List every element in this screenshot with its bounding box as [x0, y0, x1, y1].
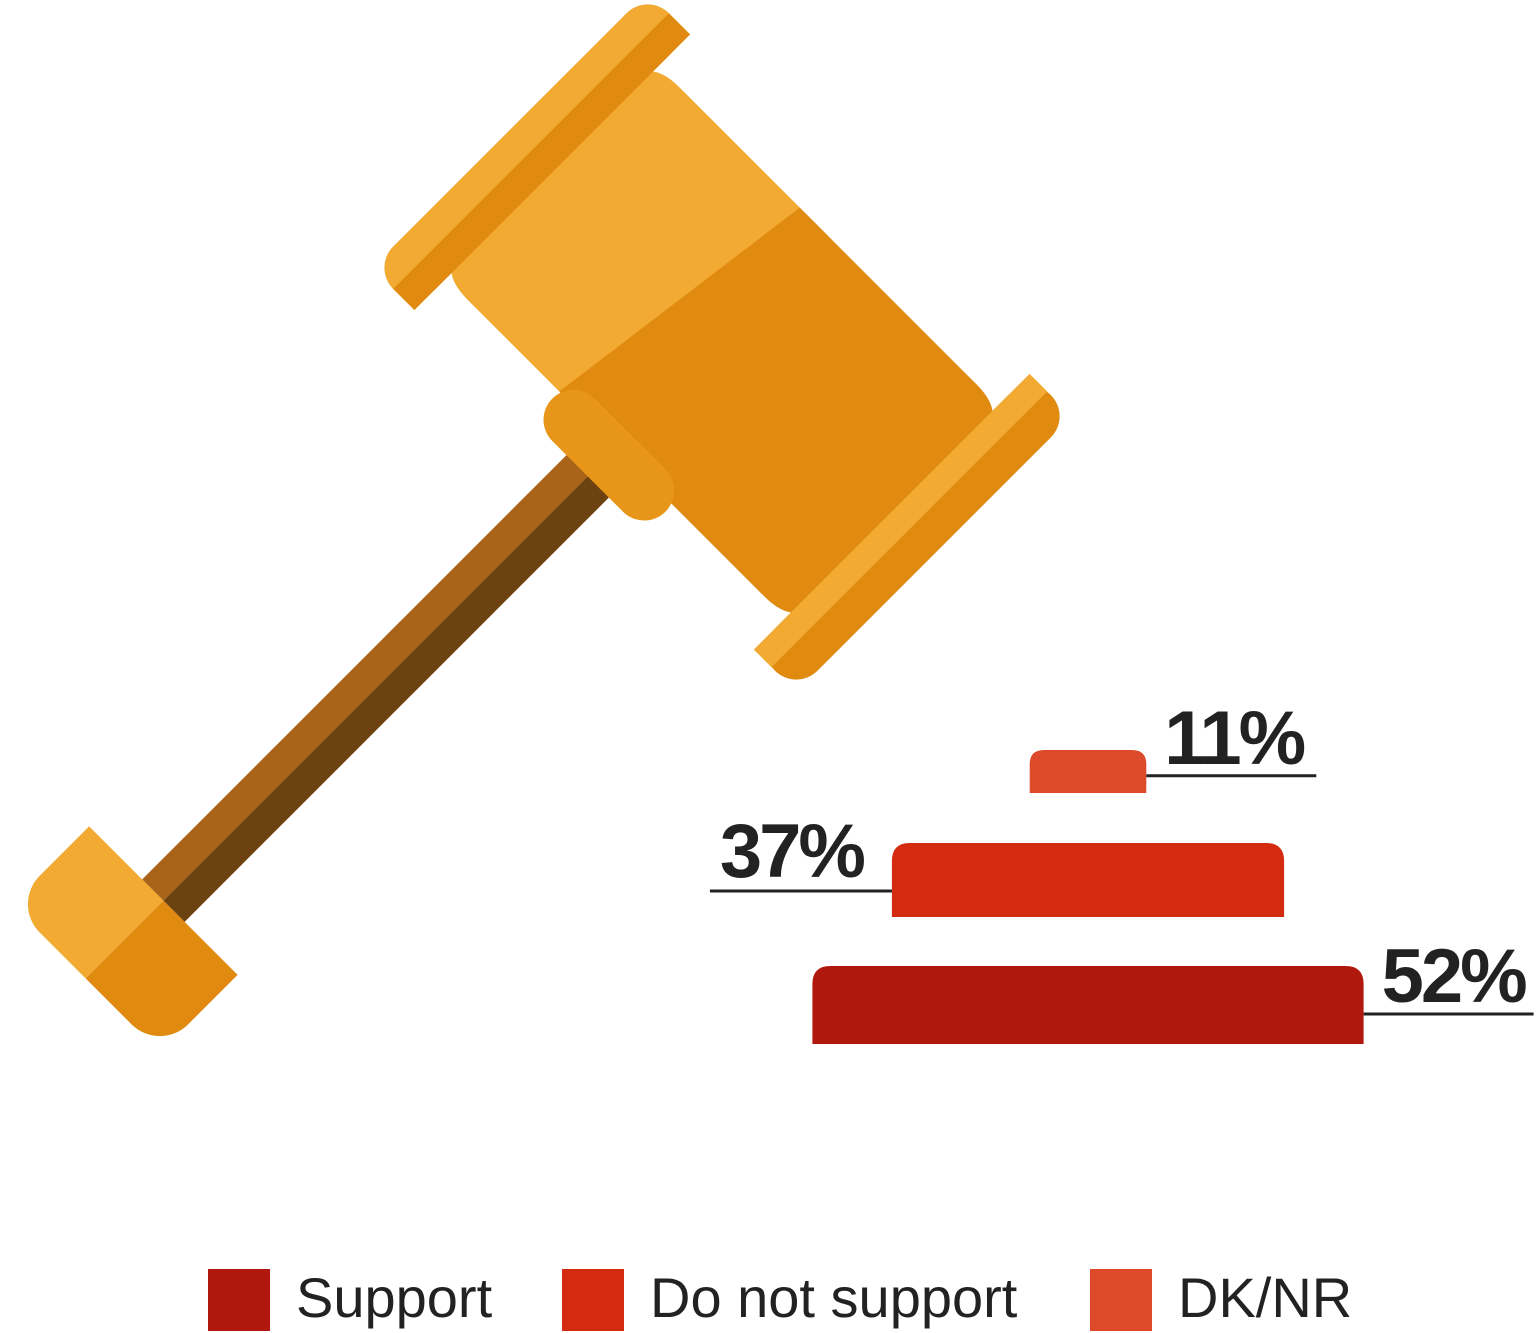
legend-swatch — [208, 1269, 270, 1331]
legend-label: Support — [296, 1266, 493, 1329]
value-label: 37% — [720, 809, 865, 894]
bar — [892, 843, 1284, 917]
gavel-handle-light — [142, 427, 616, 901]
value-label: 52% — [1382, 934, 1527, 1019]
gavel-handle-dark — [163, 448, 637, 922]
legend-swatch — [562, 1269, 624, 1331]
bar — [1030, 750, 1147, 793]
page: {"chart_data": {"type": "bar", "categori… — [0, 0, 1537, 1333]
value-label: 11% — [1164, 696, 1304, 781]
legend-label: Do not support — [650, 1266, 1018, 1329]
bar — [812, 966, 1363, 1044]
legend-swatch — [1090, 1269, 1152, 1331]
legend-label: DK/NR — [1178, 1266, 1352, 1329]
chart: 52% 37% 11% Support Do not support DK/NR — [0, 0, 1537, 1333]
